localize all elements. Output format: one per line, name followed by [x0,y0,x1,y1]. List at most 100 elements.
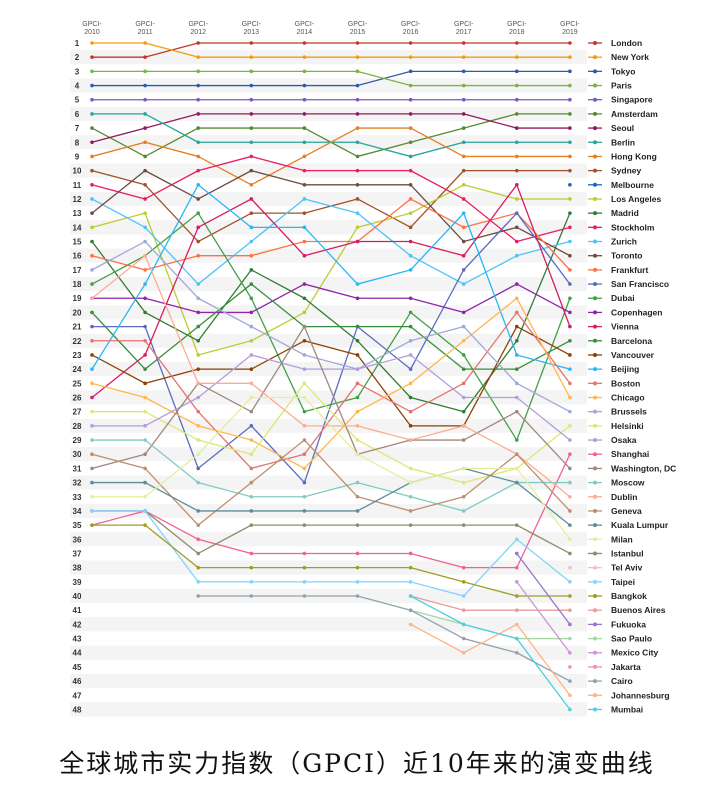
y-tick-label: 26 [73,394,82,403]
data-point [302,324,307,329]
legend-entry: Sydney [588,166,642,176]
data-point [90,168,94,173]
data-point [302,551,307,556]
data-point [302,154,307,159]
legend-entry: Berlin [588,137,635,147]
series-line [92,283,571,314]
data-point [461,126,466,130]
data-point [568,395,572,400]
data-point [355,452,360,457]
data-point [515,225,519,230]
data-point [196,409,200,414]
legend-marker [593,508,597,513]
data-point [143,126,147,130]
y-tick-label: 41 [73,606,82,615]
data-point [515,310,519,315]
data-point [302,424,307,428]
legend-label: Amsterdam [611,109,658,119]
data-point [196,537,200,542]
data-point [355,438,360,442]
bump-chart: 1234567891011121314151617181920212223242… [70,21,676,717]
data-point [143,211,147,215]
data-point [249,154,254,159]
row-band [70,489,587,504]
data-point [302,112,307,116]
data-point [302,381,307,386]
data-point [143,239,147,244]
y-tick-label: 16 [73,252,82,261]
data-point [90,381,94,386]
data-point [196,395,200,400]
data-point [515,41,519,45]
y-tick-label: 27 [73,408,82,417]
data-point [568,424,572,428]
data-point [302,523,307,527]
legend-marker [593,296,597,301]
y-tick-label: 22 [73,337,82,346]
data-point [302,197,307,201]
data-point [355,183,360,187]
series-bangkok [90,523,572,598]
row-band [70,220,587,235]
data-point [90,83,94,88]
legend-entry: Vienna [588,322,639,332]
data-point [249,211,254,215]
data-point [196,594,200,598]
data-point [196,296,200,301]
row-band [70,461,587,476]
data-point [90,367,94,371]
data-point [461,324,466,329]
data-point [515,112,519,116]
series-line [91,113,570,143]
data-point [143,296,147,301]
series-line [91,198,571,285]
legend-marker [593,480,597,485]
data-point [196,97,200,102]
data-point [408,480,413,485]
row-band [70,305,587,320]
data-point [249,310,254,315]
data-point [461,367,466,371]
data-point [568,338,572,343]
data-point [196,480,200,485]
data-point [196,83,200,88]
data-point [461,594,466,598]
data-point [143,225,147,230]
data-point [249,239,254,244]
legend-marker [593,636,597,641]
data-point [249,168,254,173]
data-point [515,622,519,627]
data-point [355,83,360,88]
data-point [568,551,572,556]
data-point [408,494,413,499]
data-point [143,324,147,329]
legend-label: Vienna [611,322,639,332]
data-point [143,310,147,315]
series-line [92,354,571,441]
legend-label: Tokyo [611,66,635,76]
data-point [90,353,94,357]
series-vienna [90,183,572,400]
series-moscow [90,438,572,513]
data-point [196,168,200,173]
legend-label: Paris [611,81,632,91]
data-point [90,154,94,159]
data-point [461,239,466,244]
legend-marker [593,324,597,329]
data-point [196,466,200,471]
data-point [515,594,519,598]
legend-entry: Brussels [588,407,647,417]
series-line [91,169,571,257]
data-point [461,438,466,442]
data-point [196,140,200,145]
data-point [515,381,519,386]
y-tick-label: 44 [73,649,82,658]
data-point [408,296,413,301]
y-tick-label: 23 [73,351,82,360]
legend-entry: Stockholm [588,222,655,232]
legend-marker [593,111,597,116]
data-point [249,97,254,102]
data-point [143,183,147,187]
legend-label: Chicago [611,393,645,403]
data-point [143,424,147,428]
